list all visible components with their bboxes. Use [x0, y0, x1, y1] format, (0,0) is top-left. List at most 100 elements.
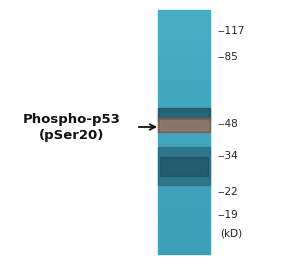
Bar — [158, 185, 210, 186]
Bar — [158, 75, 210, 76]
Bar — [158, 30, 210, 31]
Bar — [158, 108, 210, 120]
Bar — [158, 59, 210, 60]
Bar — [158, 163, 210, 164]
Bar — [158, 47, 210, 48]
Bar — [158, 154, 210, 155]
Bar — [158, 81, 210, 82]
Bar — [158, 216, 210, 217]
Bar — [158, 233, 210, 234]
Bar — [158, 244, 210, 246]
Bar — [158, 180, 210, 181]
Bar — [158, 152, 210, 153]
Bar — [158, 222, 210, 224]
Bar — [158, 231, 210, 232]
Bar — [158, 170, 210, 171]
Bar — [158, 11, 210, 12]
Bar — [158, 83, 210, 84]
Bar — [158, 132, 210, 133]
Bar — [158, 26, 210, 27]
Bar — [158, 253, 210, 254]
Bar — [158, 167, 210, 169]
Text: --19: --19 — [218, 210, 239, 220]
Bar — [158, 71, 210, 72]
Bar — [158, 242, 210, 243]
Bar — [158, 230, 210, 231]
Bar — [158, 117, 210, 119]
Text: Phospho-p53: Phospho-p53 — [23, 114, 121, 126]
Bar — [158, 53, 210, 54]
Bar — [158, 158, 210, 159]
Bar — [158, 137, 210, 138]
Bar — [158, 186, 210, 187]
Bar — [158, 192, 210, 193]
Bar — [158, 193, 210, 194]
Bar — [158, 115, 210, 116]
Bar — [158, 175, 210, 176]
Bar — [158, 104, 210, 105]
Bar — [158, 195, 210, 197]
Bar — [158, 89, 210, 91]
Bar — [158, 206, 210, 208]
Bar — [158, 189, 210, 191]
Bar — [158, 173, 210, 175]
Bar — [158, 213, 210, 214]
Bar — [158, 127, 210, 128]
Bar — [158, 94, 210, 95]
Bar — [158, 82, 210, 83]
Bar — [158, 118, 210, 132]
Bar — [158, 70, 210, 71]
Bar — [158, 220, 210, 221]
Bar — [158, 153, 210, 154]
Bar — [158, 106, 210, 108]
Bar — [158, 178, 210, 180]
Bar — [158, 210, 210, 211]
Bar — [158, 236, 210, 237]
Bar — [158, 144, 210, 145]
Bar — [158, 248, 210, 249]
Bar — [158, 142, 210, 143]
Bar — [158, 111, 210, 112]
Bar — [158, 98, 210, 99]
Bar — [158, 120, 210, 121]
Bar — [158, 226, 210, 227]
Bar — [158, 99, 210, 100]
Text: --34: --34 — [218, 151, 239, 161]
Bar — [158, 125, 210, 126]
Bar — [158, 176, 210, 177]
Bar — [158, 86, 210, 87]
Bar — [158, 44, 210, 45]
Bar — [158, 66, 210, 67]
Bar — [158, 69, 210, 70]
Bar — [158, 23, 210, 25]
Bar — [158, 147, 210, 148]
Bar — [158, 177, 210, 178]
Bar — [158, 122, 210, 124]
Bar — [158, 84, 210, 86]
Bar — [158, 183, 210, 185]
Bar — [158, 159, 210, 160]
Bar — [158, 145, 210, 147]
Bar — [158, 101, 210, 103]
Bar — [158, 64, 210, 65]
Bar — [158, 208, 210, 209]
Bar — [158, 155, 210, 156]
Bar — [158, 166, 210, 167]
Bar — [158, 91, 210, 92]
Bar — [158, 200, 210, 201]
Bar — [160, 157, 208, 176]
Bar — [158, 72, 210, 73]
Bar — [158, 130, 210, 131]
Text: --85: --85 — [218, 52, 239, 62]
Bar — [158, 134, 210, 136]
Bar — [158, 34, 210, 36]
Bar — [158, 32, 210, 33]
Bar — [158, 225, 210, 226]
Text: --22: --22 — [218, 187, 239, 197]
Bar — [158, 148, 210, 149]
Bar — [158, 51, 210, 53]
Bar — [158, 224, 210, 225]
Bar — [158, 14, 210, 15]
Bar — [158, 149, 210, 150]
Bar — [158, 147, 210, 185]
